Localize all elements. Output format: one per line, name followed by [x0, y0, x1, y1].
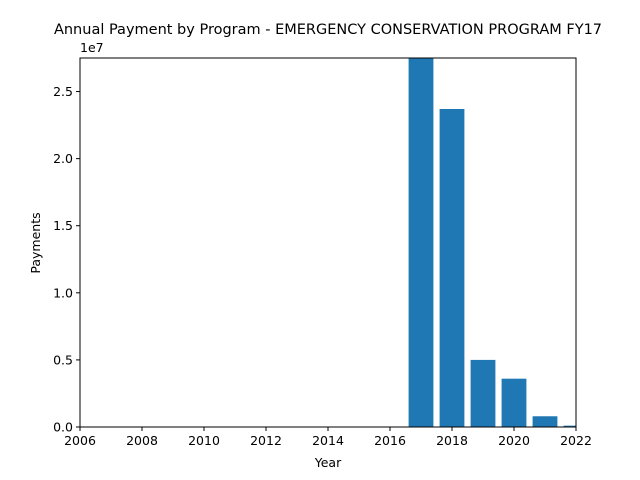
y-tick-label: 2.5: [53, 84, 73, 99]
bar-2022: [563, 425, 576, 427]
x-axis-label: Year: [314, 455, 342, 470]
x-tick-label: 2014: [312, 433, 344, 448]
x-tick-label: 2022: [560, 433, 592, 448]
bar-2018: [439, 108, 465, 427]
chart-title: Annual Payment by Program - EMERGENCY CO…: [54, 22, 602, 38]
y-axis-label: Payments: [28, 212, 43, 273]
y-offset-label: 1e7: [80, 40, 104, 55]
x-tick-label: 2016: [374, 433, 406, 448]
bars-group: [408, 58, 576, 427]
x-tick-label: 2012: [250, 433, 282, 448]
y-tick-label: 0.0: [53, 420, 73, 435]
y-axis-ticks: 0.0 0.5 1.0 1.5 2.0 2.5: [53, 84, 80, 435]
x-axis-ticks: 2006 2008 2010 2012 2014 2016 2018 2020 2022: [64, 427, 592, 448]
x-tick-label: 2010: [188, 433, 220, 448]
bar-2019: [470, 359, 496, 427]
bar-2021: [532, 416, 558, 427]
bar-2020: [501, 378, 527, 427]
x-tick-label: 2018: [436, 433, 468, 448]
y-tick-label: 1.0: [53, 285, 73, 300]
y-tick-label: 0.5: [53, 352, 73, 367]
plot-frame: [79, 57, 577, 428]
y-tick-label: 1.5: [53, 218, 73, 233]
y-tick-label: 2.0: [53, 151, 73, 166]
bar-2017: [408, 58, 434, 427]
x-tick-label: 2006: [64, 433, 96, 448]
x-tick-label: 2008: [126, 433, 158, 448]
x-tick-label: 2020: [498, 433, 530, 448]
